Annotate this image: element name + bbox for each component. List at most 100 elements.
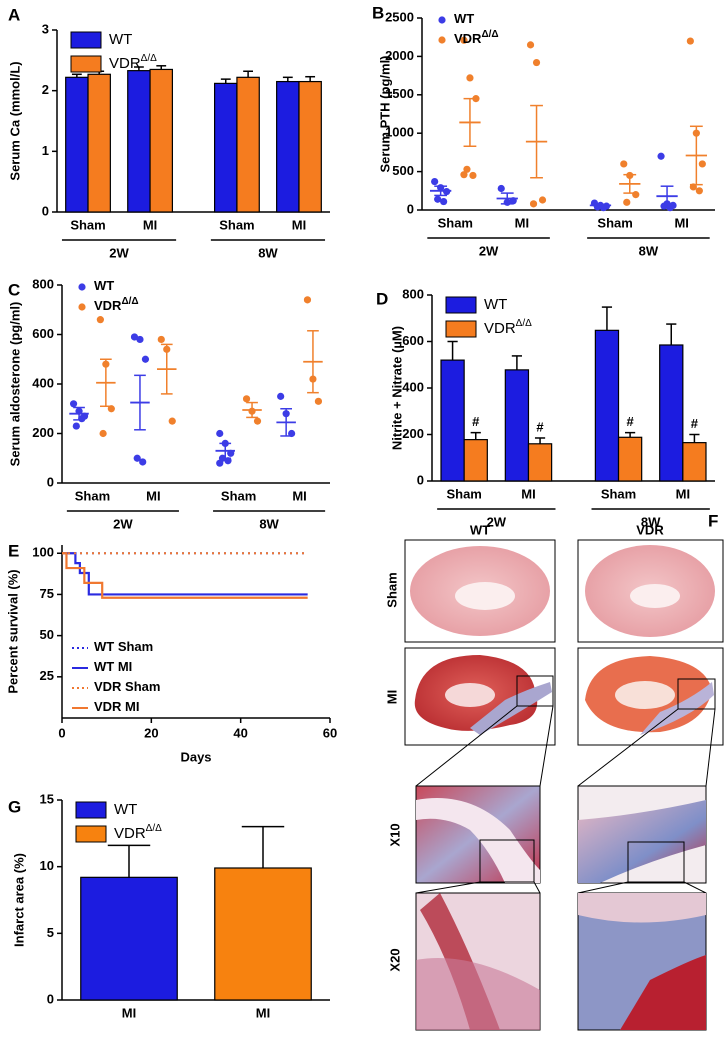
column-label: VDR <box>636 522 664 537</box>
legend-label: VDR Sham <box>94 679 160 694</box>
data-point <box>463 165 471 173</box>
data-point <box>303 296 312 304</box>
y-axis-label: Serum Ca (mmol/L) <box>7 61 22 180</box>
legend-name: VDR <box>94 298 122 313</box>
zoom-line <box>539 705 554 787</box>
y-tick-label: 800 <box>402 286 424 301</box>
data-point <box>698 160 706 168</box>
data-point <box>141 355 150 363</box>
x-tick-label: MI <box>122 1005 136 1020</box>
y-tick-label: 600 <box>32 326 54 341</box>
y-tick-label: 800 <box>32 276 54 291</box>
panel-letter: C <box>8 280 20 299</box>
data-point <box>216 429 224 438</box>
zoom-box <box>516 675 554 707</box>
legend-name: VDR <box>109 55 141 72</box>
legend-superscript: Δ/Δ <box>481 29 498 40</box>
data-point <box>157 335 165 344</box>
data-point <box>434 195 442 203</box>
tissue <box>578 893 706 923</box>
y-tick-label: 600 <box>402 333 424 348</box>
x-tick-label: MI <box>521 486 535 501</box>
row-label: MI <box>384 690 399 704</box>
y-tick-label: 75 <box>40 586 54 601</box>
tissue <box>620 955 706 1030</box>
data-point <box>253 417 262 425</box>
panel-letter: D <box>376 289 388 308</box>
group-label: 2W <box>113 516 133 531</box>
data-point <box>242 395 251 403</box>
legend-label: VDRΔ/Δ <box>109 53 157 72</box>
zoom-line <box>533 881 541 894</box>
y-axis-label: Infarct area (%) <box>11 853 26 947</box>
bar <box>214 867 312 1001</box>
data-point <box>460 36 468 44</box>
x-tick-label: 20 <box>144 725 158 740</box>
group-label: 8W <box>639 243 659 258</box>
legend-swatch <box>75 825 107 843</box>
y-tick-label: 5 <box>47 925 54 940</box>
x-tick-label: MI <box>292 488 306 503</box>
x-tick-label: MI <box>676 486 690 501</box>
data-point <box>130 333 139 341</box>
bar <box>617 436 643 482</box>
panel-letter: A <box>8 5 20 24</box>
significance-marker: # <box>472 414 480 429</box>
panel-letter: E <box>8 541 19 560</box>
bar <box>80 876 178 1001</box>
y-tick-label: 400 <box>32 375 54 390</box>
legend-label: WT <box>454 11 474 26</box>
zoom-box <box>677 678 716 710</box>
lumen <box>445 683 495 707</box>
survival-line <box>62 552 308 596</box>
group-label: 2W <box>487 514 507 529</box>
group-label: 8W <box>259 516 279 531</box>
zoom-line <box>577 881 629 894</box>
data-point <box>466 74 474 82</box>
x-tick-label: Sham <box>75 488 110 503</box>
legend: WT VDRΔ/Δ <box>438 11 499 47</box>
x-tick-label: Sham <box>446 486 481 501</box>
legend-superscript: Δ/Δ <box>141 53 157 64</box>
zoom-line <box>683 881 707 894</box>
legend-label: WT <box>114 801 137 818</box>
x-tick-label: MI <box>674 215 688 230</box>
x-tick-label: Sham <box>601 486 636 501</box>
panel: A Serum Ca (mmol/L) 0 1 2 3 Sham MI Sham MI 2W 8W WT… <box>7 5 330 260</box>
legend-superscript: Δ/Δ <box>121 296 138 307</box>
legend-name: WT Sham <box>94 639 153 654</box>
x-tick-label: 40 <box>233 725 247 740</box>
y-tick-label: 0 <box>47 991 54 1006</box>
data-point <box>133 454 141 462</box>
x-tick-label: MI <box>143 217 157 232</box>
panel-letter: G <box>8 797 21 816</box>
legend-label: WT <box>109 31 132 48</box>
panel-letter: F <box>708 511 718 530</box>
legend-swatch <box>78 303 86 311</box>
y-axis-label: Serum aldosterone (pg/ml) <box>7 302 22 467</box>
row-label: X20 <box>387 948 402 971</box>
legend-label: VDRΔ/Δ <box>454 29 499 47</box>
data-point <box>532 58 541 67</box>
legend-name: WT MI <box>94 659 132 674</box>
legend-label: WT MI <box>94 659 132 674</box>
legend-superscript: Δ/Δ <box>516 318 532 329</box>
y-tick-label: 10 <box>40 858 54 873</box>
data-point <box>139 458 147 466</box>
data-point <box>314 397 323 405</box>
significance-marker: # <box>691 416 699 431</box>
legend-label: WT <box>484 296 507 313</box>
legend-swatch <box>438 36 446 44</box>
x-tick-label: 0 <box>58 725 65 740</box>
x-tick-label: Sham <box>438 215 473 230</box>
infarct <box>470 682 552 735</box>
y-tick-label: 2000 <box>385 48 414 63</box>
x-tick-label: Sham <box>597 215 632 230</box>
panel-letter: B <box>372 3 384 22</box>
legend-superscript: Δ/Δ <box>146 823 162 834</box>
data-point <box>497 184 505 193</box>
x-tick-label: MI <box>146 488 160 503</box>
survival-line <box>62 552 308 599</box>
data-point <box>96 316 104 324</box>
